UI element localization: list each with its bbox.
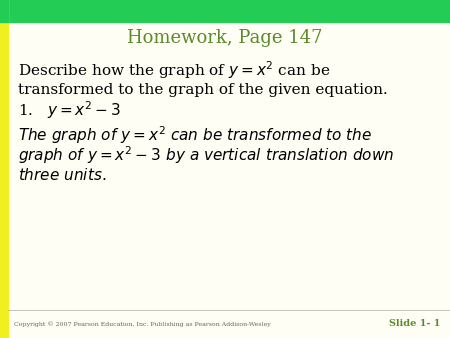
Text: Copyright © 2007 Pearson Education, Inc. Publishing as Pearson Addison-Wesley: Copyright © 2007 Pearson Education, Inc.…: [14, 321, 271, 327]
Text: transformed to the graph of the given equation.: transformed to the graph of the given eq…: [18, 83, 388, 97]
Bar: [0, 0, 450, 22]
Text: Slide 1- 1: Slide 1- 1: [389, 319, 440, 329]
Text: Describe how the graph of $y = x^2$ can be: Describe how the graph of $y = x^2$ can …: [18, 59, 330, 81]
Text: 1.   $y = x^2 - 3$: 1. $y = x^2 - 3$: [18, 99, 121, 121]
Text: $\mathit{three\ units.}$: $\mathit{three\ units.}$: [18, 167, 106, 183]
Text: $\mathit{graph\ of\ y = x^{2} - 3\ by\ a\ vertical\ translation\ down}$: $\mathit{graph\ of\ y = x^{2} - 3\ by\ a…: [18, 144, 394, 166]
Bar: [0, 0, 8, 338]
Text: Homework, Page 147: Homework, Page 147: [127, 29, 323, 47]
Text: $\mathit{The\ graph\ of\ y = x^{2}\ can\ be\ transformed\ to\ the}$: $\mathit{The\ graph\ of\ y = x^{2}\ can\…: [18, 124, 372, 146]
Bar: [0, 0, 8, 22]
